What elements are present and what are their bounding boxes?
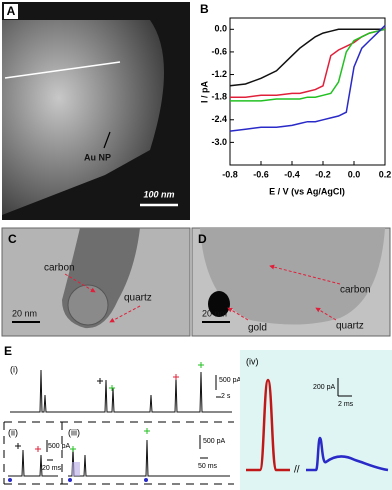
trace-label: (iv) xyxy=(246,356,259,366)
carbon-label: carbon xyxy=(44,263,75,274)
highlight xyxy=(72,462,80,476)
x-tick-label: 0.2 xyxy=(379,169,392,179)
scale xyxy=(46,440,53,461)
marker xyxy=(144,428,150,434)
scale-label: 20 ms xyxy=(42,465,62,472)
panel-e: E (i) 500 pA 2 s (ii) 500 pA 20 ms (iii)… xyxy=(3,344,392,490)
y-tick-label: -1.8 xyxy=(211,92,227,102)
scale-label: 500 pA xyxy=(48,443,71,450)
arrow xyxy=(109,305,141,323)
scale xyxy=(337,378,352,397)
trace-label: (i) xyxy=(10,364,18,374)
trace xyxy=(306,436,389,472)
scale-label: 2 s xyxy=(221,393,231,400)
marker xyxy=(144,478,148,482)
plot-frame xyxy=(229,17,386,166)
marker xyxy=(68,478,72,482)
marker xyxy=(35,446,41,452)
quartz-label: quartz xyxy=(336,321,364,332)
quartz-label: quartz xyxy=(124,293,152,304)
gold-label: gold xyxy=(248,323,267,334)
carbon-label: carbon xyxy=(340,285,371,296)
x-tick-label: -0.6 xyxy=(253,169,269,179)
y-tick-label: -1.2 xyxy=(211,69,227,79)
scale xyxy=(199,435,208,459)
arrow xyxy=(103,131,111,149)
arrow xyxy=(227,307,249,321)
scale-label: 100 nm xyxy=(143,189,174,199)
marker xyxy=(97,378,103,384)
scale-label: 200 pA xyxy=(313,384,336,391)
panel-label: B xyxy=(200,2,209,16)
scale-label: 500 pA xyxy=(219,377,242,384)
arrow xyxy=(315,307,337,321)
scale-label: 50 ms xyxy=(198,463,218,470)
trace xyxy=(68,439,230,477)
scale-label: 2 ms xyxy=(338,401,354,408)
x-tick-label: -0.2 xyxy=(315,169,331,179)
nanopipette xyxy=(2,20,164,215)
trace-label: (ii) xyxy=(8,427,18,437)
trace xyxy=(10,369,232,413)
scale xyxy=(215,375,221,398)
scale-label: 20 nm xyxy=(12,308,37,318)
x-tick-label: 0.0 xyxy=(348,169,361,179)
y-tick-label: -3.0 xyxy=(211,137,227,147)
x-tick-label: -0.4 xyxy=(284,169,300,179)
panel-label: D xyxy=(198,232,207,246)
x-tick-label: -0.8 xyxy=(222,169,238,179)
panel-d: D carbon gold quartz 20 nm xyxy=(191,227,391,337)
marker xyxy=(15,443,21,449)
panel-label: E xyxy=(4,344,12,358)
panel-b: B I / pA E / V (vs Ag/AgCl) 0.0 -0.6 -1.2 -… xyxy=(199,2,391,196)
marker xyxy=(8,478,12,482)
marker xyxy=(70,446,76,452)
gold-particle xyxy=(208,291,230,317)
y-axis-label: I / pA xyxy=(199,81,209,103)
nanowire xyxy=(4,61,121,79)
line xyxy=(230,28,386,102)
trace xyxy=(246,378,290,472)
scale-label: 500 pA xyxy=(203,438,226,445)
tip-end xyxy=(67,284,109,326)
trace-label: (iii) xyxy=(68,427,80,437)
chart: 0.0 -0.6 -1.2 -1.8 -2.4 -3.0 -0.8 -0.6 -0.4 -0.2 0… xyxy=(211,24,391,180)
line xyxy=(229,28,385,87)
zoom-box xyxy=(3,421,234,485)
marker xyxy=(173,374,179,380)
arrow xyxy=(64,273,96,293)
scale-label: 20 nm xyxy=(202,308,227,318)
line xyxy=(229,24,386,132)
marker xyxy=(109,385,115,391)
panel-a: A Au NP 100 nm xyxy=(2,2,190,220)
x-axis-label: E / V (vs Ag/AgCl) xyxy=(269,186,345,196)
label-box xyxy=(4,4,18,19)
panel-label: C xyxy=(8,232,17,246)
y-tick-label: 0.0 xyxy=(214,24,227,34)
panel-label: A xyxy=(7,4,16,18)
y-tick-label: -0.6 xyxy=(211,46,227,56)
marker xyxy=(198,362,204,368)
line xyxy=(230,28,386,98)
arrow xyxy=(269,264,341,285)
y-tick-label: -2.4 xyxy=(211,114,227,124)
tip xyxy=(200,228,385,325)
panel-c: C carbon quartz 20 nm xyxy=(1,227,191,337)
annotation: Au NP xyxy=(84,152,111,162)
trace xyxy=(8,449,58,477)
break: // xyxy=(294,465,300,476)
